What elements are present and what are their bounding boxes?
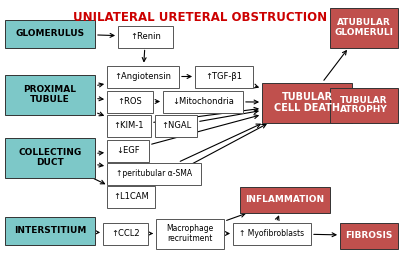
Text: ↑KIM-1: ↑KIM-1 — [114, 121, 144, 130]
FancyBboxPatch shape — [330, 8, 398, 48]
FancyBboxPatch shape — [107, 114, 151, 137]
FancyBboxPatch shape — [163, 90, 243, 113]
Text: ↑NGAL: ↑NGAL — [161, 121, 191, 130]
FancyBboxPatch shape — [107, 90, 153, 113]
FancyBboxPatch shape — [340, 222, 398, 248]
Text: Macrophage
recruitment: Macrophage recruitment — [166, 224, 214, 243]
FancyBboxPatch shape — [5, 217, 95, 245]
Text: ↑CCL2: ↑CCL2 — [111, 229, 140, 238]
Text: PROXIMAL
TUBULE: PROXIMAL TUBULE — [24, 85, 76, 104]
FancyBboxPatch shape — [233, 222, 311, 245]
FancyBboxPatch shape — [262, 83, 352, 123]
FancyBboxPatch shape — [107, 140, 149, 161]
FancyBboxPatch shape — [195, 66, 253, 87]
FancyBboxPatch shape — [5, 137, 95, 177]
Text: ATUBULAR
GLOMERULI: ATUBULAR GLOMERULI — [334, 18, 394, 37]
Text: ↓EGF: ↓EGF — [116, 146, 140, 155]
Text: ↑ROS: ↑ROS — [118, 97, 142, 106]
Text: TUBULAR
CELL DEATH: TUBULAR CELL DEATH — [274, 92, 340, 113]
Text: TUBULAR
ATROPHY: TUBULAR ATROPHY — [340, 96, 388, 114]
Text: ↑Renin: ↑Renin — [130, 32, 161, 41]
Text: COLLECTING
DUCT: COLLECTING DUCT — [18, 148, 82, 167]
Text: GLOMERULUS: GLOMERULUS — [16, 29, 84, 38]
Text: ↓Mitochondria: ↓Mitochondria — [172, 97, 234, 106]
FancyBboxPatch shape — [107, 185, 155, 208]
FancyBboxPatch shape — [107, 163, 201, 184]
FancyBboxPatch shape — [118, 25, 173, 48]
FancyBboxPatch shape — [107, 66, 179, 87]
Text: UNILATERAL URETERAL OBSTRUCTION: UNILATERAL URETERAL OBSTRUCTION — [73, 11, 327, 23]
FancyBboxPatch shape — [155, 114, 197, 137]
Text: ↑ Myofibroblasts: ↑ Myofibroblasts — [240, 229, 304, 238]
Text: INFLAMMATION: INFLAMMATION — [246, 195, 324, 204]
Text: FIBROSIS: FIBROSIS — [345, 231, 393, 240]
FancyBboxPatch shape — [330, 87, 398, 123]
Text: ↑L1CAM: ↑L1CAM — [113, 192, 149, 201]
Text: INTERSTITIUM: INTERSTITIUM — [14, 226, 86, 235]
FancyBboxPatch shape — [5, 19, 95, 48]
FancyBboxPatch shape — [240, 187, 330, 212]
FancyBboxPatch shape — [5, 75, 95, 114]
FancyBboxPatch shape — [103, 222, 148, 245]
Text: ↑Angiotensin: ↑Angiotensin — [114, 72, 172, 81]
FancyBboxPatch shape — [156, 218, 224, 248]
Text: ↑peritubular α-SMA: ↑peritubular α-SMA — [116, 169, 192, 178]
Text: ↑TGF-β1: ↑TGF-β1 — [206, 72, 242, 81]
